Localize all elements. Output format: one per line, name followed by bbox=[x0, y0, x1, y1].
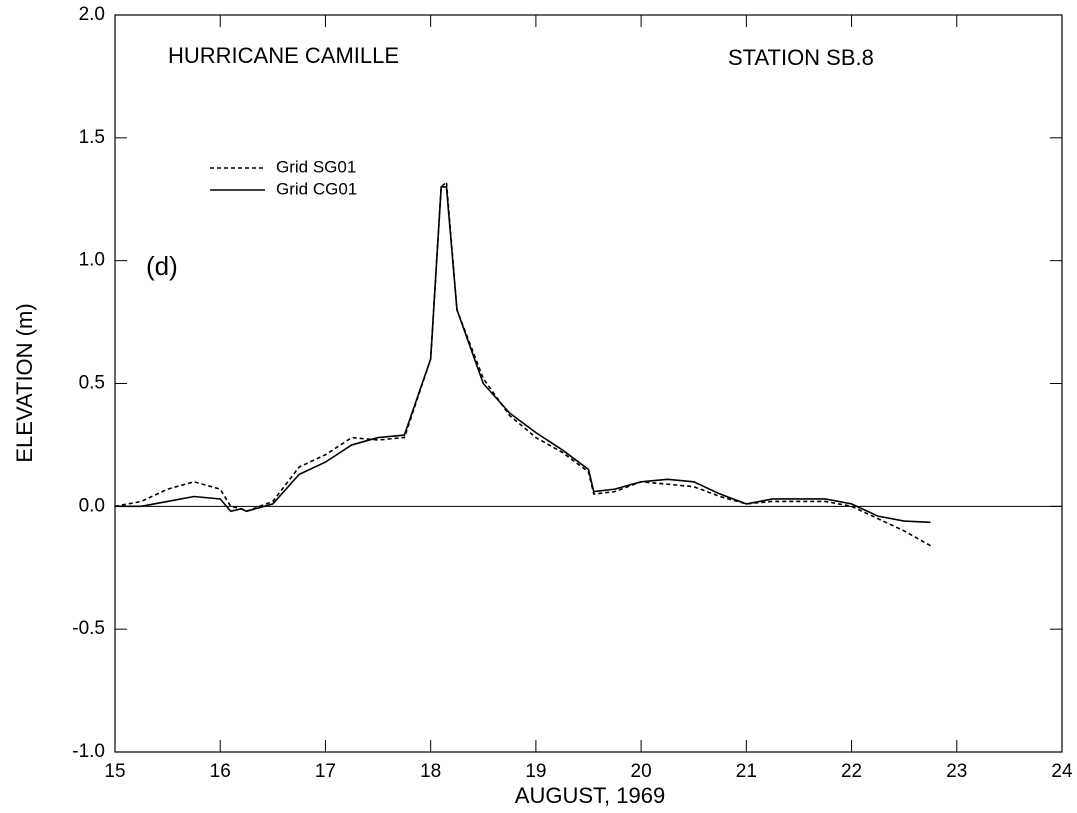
legend-label: Grid CG01 bbox=[276, 179, 357, 198]
y-tick-label: 2.0 bbox=[79, 4, 105, 25]
series-line bbox=[114, 180, 931, 547]
y-tick-label: 1.5 bbox=[79, 127, 105, 148]
legend-label: Grid SG01 bbox=[276, 157, 356, 176]
y-tick-label: 0.5 bbox=[79, 373, 105, 394]
y-tick-label: 0.0 bbox=[79, 495, 105, 516]
x-tick-label: 24 bbox=[1051, 761, 1073, 782]
x-tick-label: 21 bbox=[736, 761, 757, 782]
x-tick-label: 15 bbox=[104, 761, 125, 782]
y-tick-label: -1.0 bbox=[72, 741, 105, 762]
x-tick-label: 20 bbox=[631, 761, 652, 782]
series-line bbox=[115, 186, 931, 524]
x-tick-label: 22 bbox=[841, 761, 862, 782]
x-tick-label: 19 bbox=[525, 761, 546, 782]
y-tick-label: 1.0 bbox=[79, 250, 105, 271]
x-tick-label: 17 bbox=[315, 761, 336, 782]
y-axis-label: ELEVATION (m) bbox=[12, 303, 37, 462]
annotation: HURRICANE CAMILLE bbox=[168, 43, 399, 68]
x-tick-label: 16 bbox=[210, 761, 231, 782]
x-tick-label: 23 bbox=[946, 761, 967, 782]
plot-frame bbox=[114, 14, 1063, 753]
x-tick-label: 18 bbox=[420, 761, 441, 782]
annotation: (d) bbox=[146, 251, 178, 281]
x-axis-label: AUGUST, 1969 bbox=[515, 783, 665, 808]
annotation: STATION SB.8 bbox=[728, 45, 874, 70]
y-tick-label: -0.5 bbox=[72, 618, 105, 639]
